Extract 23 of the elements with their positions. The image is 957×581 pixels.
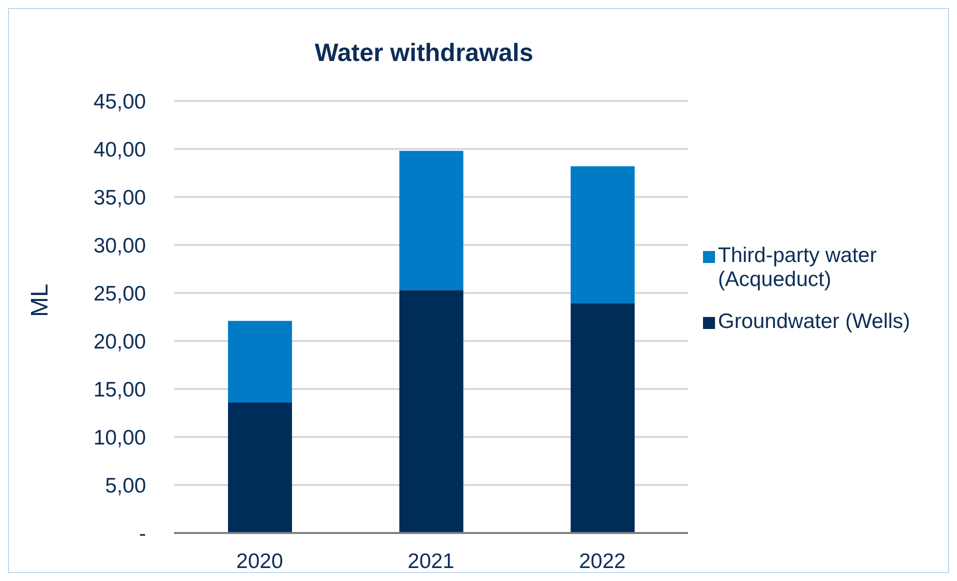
x-tick-label: 2022	[578, 550, 626, 573]
y-tick-label: 20,00	[93, 330, 146, 354]
x-tick-label: 2021	[408, 550, 454, 573]
x-tick-label: 2020	[236, 550, 284, 573]
bar	[570, 166, 635, 304]
legend-label: Third-party water (Acqueduct)	[718, 244, 878, 292]
y-tick-label: 35,00	[93, 186, 146, 210]
legend-label: Groundwater (Wells)	[718, 310, 910, 334]
y-axis-title: ML	[26, 284, 54, 317]
y-tick-label: 40,00	[93, 138, 146, 162]
y-tick-label: 5,00	[105, 474, 146, 498]
y-tick-label: 25,00	[93, 282, 146, 306]
chart-title: Water withdrawals	[314, 39, 534, 68]
bar	[399, 150, 464, 290]
y-tick-label: -	[139, 522, 146, 546]
bar	[228, 320, 292, 402]
bar	[570, 304, 635, 533]
bar	[228, 402, 292, 533]
y-tick-label: 15,00	[93, 378, 146, 402]
y-tick-label: 30,00	[93, 234, 146, 258]
bar	[399, 290, 464, 533]
y-tick-label: 45,00	[93, 90, 146, 114]
y-tick-label: 10,00	[93, 426, 146, 450]
